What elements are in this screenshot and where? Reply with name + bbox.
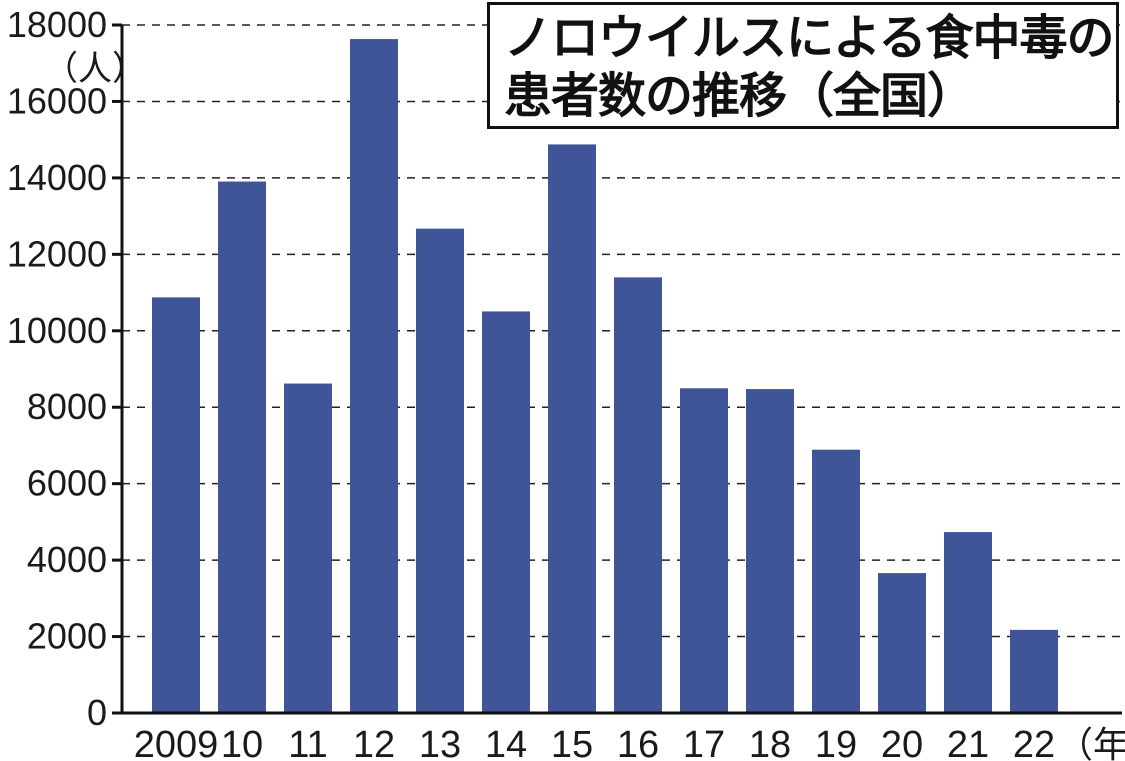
bar-16 [614,277,662,713]
chart-title-line-2: 患者数の推移（全国） [504,68,975,124]
y-tick-label: 14000 [7,157,107,198]
x-tick-label: 14 [485,724,527,761]
y-tick-label: 12000 [7,233,107,274]
bar-15 [548,144,596,713]
y-tick-label: 18000 [7,4,107,45]
x-tick-label: 11 [288,724,327,761]
y-tick-label: 16000 [7,80,107,121]
bar-2009 [152,297,200,713]
y-tick-label: 6000 [27,463,107,504]
bar-19 [812,449,860,713]
y-tick-label: 10000 [7,310,107,351]
chart-title-line-1: ノロウイルスによる食中毒の [504,10,1115,66]
x-axis-unit-label: （年） [1057,724,1125,761]
chart-title: ノロウイルスによる食中毒の 患者数の推移（全国） [487,2,1119,129]
y-tick-label: 8000 [27,386,107,427]
y-tick-label: 0 [87,692,107,733]
axes [112,23,1122,715]
x-tick-label: 17 [683,724,725,761]
y-tick-label: 2000 [27,616,107,657]
x-tick-label: 16 [617,724,659,761]
y-tick-labels: 0 2000 4000 6000 8000 10000 12000 14000 16000 180… [7,4,107,733]
x-tick-label: 15 [551,724,593,761]
bar-series [152,39,1058,713]
x-tick-label: 12 [353,724,395,761]
bar-21 [944,532,992,713]
bar-11 [284,383,332,713]
bar-17 [680,388,728,713]
bar-22 [1010,629,1058,713]
x-tick-label: 2009 [134,724,219,761]
x-tick-label: 21 [947,724,989,761]
y-axis-unit-label: （人） [44,50,146,88]
x-tick-label: 20 [881,724,923,761]
x-tick-label: 22 [1013,724,1055,761]
bar-13 [416,228,464,713]
x-tick-label: 19 [815,724,857,761]
bar-18 [746,389,794,713]
x-tick-label: 10 [221,724,263,761]
y-tick-label: 4000 [27,539,107,580]
x-tick-label: 18 [749,724,791,761]
bar-10 [218,181,266,713]
bar-12 [350,39,398,713]
x-tick-label: 13 [419,724,461,761]
bar-20 [878,573,926,713]
bar-14 [482,311,530,713]
